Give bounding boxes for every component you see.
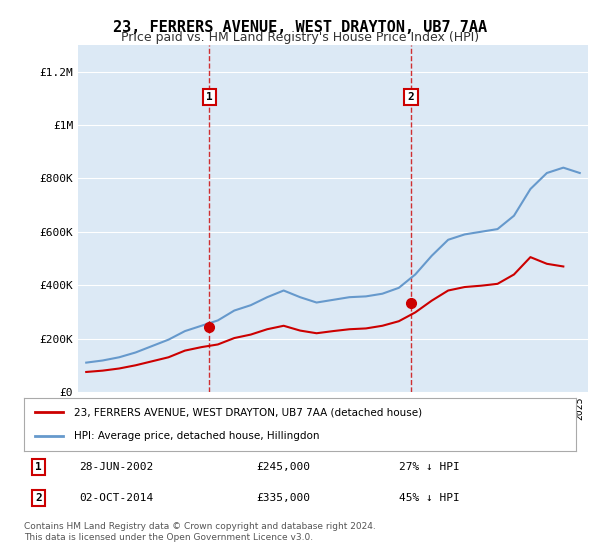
Text: 1: 1: [35, 462, 42, 472]
Text: 2: 2: [408, 92, 415, 102]
Text: 45% ↓ HPI: 45% ↓ HPI: [400, 493, 460, 503]
Text: 2: 2: [35, 493, 42, 503]
Text: 23, FERRERS AVENUE, WEST DRAYTON, UB7 7AA: 23, FERRERS AVENUE, WEST DRAYTON, UB7 7A…: [113, 20, 487, 35]
Text: Price paid vs. HM Land Registry's House Price Index (HPI): Price paid vs. HM Land Registry's House …: [121, 31, 479, 44]
Text: This data is licensed under the Open Government Licence v3.0.: This data is licensed under the Open Gov…: [24, 533, 313, 543]
Text: 1: 1: [206, 92, 213, 102]
Text: 28-JUN-2002: 28-JUN-2002: [79, 462, 154, 472]
Text: £335,000: £335,000: [256, 493, 310, 503]
Text: Contains HM Land Registry data © Crown copyright and database right 2024.: Contains HM Land Registry data © Crown c…: [24, 522, 376, 531]
Text: £245,000: £245,000: [256, 462, 310, 472]
Text: 02-OCT-2014: 02-OCT-2014: [79, 493, 154, 503]
Text: HPI: Average price, detached house, Hillingdon: HPI: Average price, detached house, Hill…: [74, 431, 319, 441]
Text: 27% ↓ HPI: 27% ↓ HPI: [400, 462, 460, 472]
Text: 23, FERRERS AVENUE, WEST DRAYTON, UB7 7AA (detached house): 23, FERRERS AVENUE, WEST DRAYTON, UB7 7A…: [74, 408, 422, 418]
